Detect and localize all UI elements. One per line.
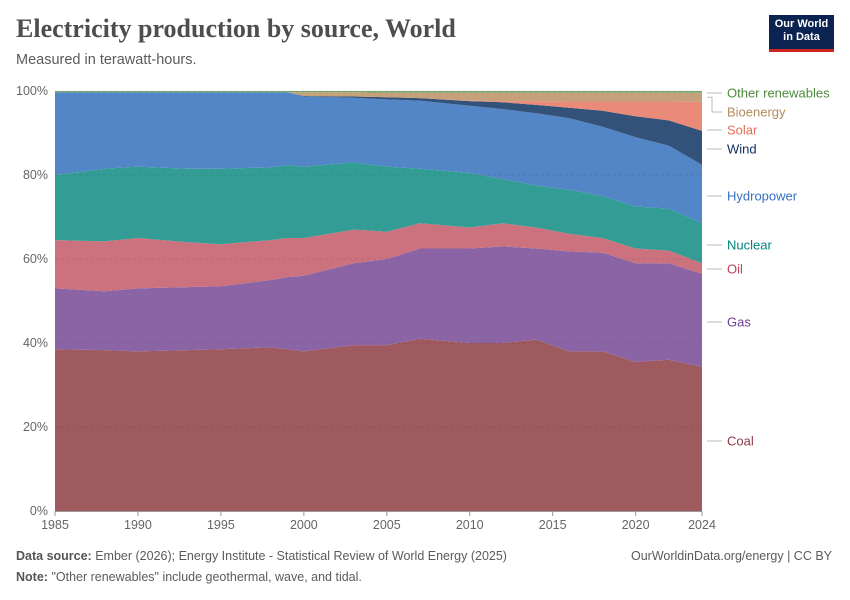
x-tick-label: 2000 bbox=[290, 518, 318, 532]
legend-label-bioenergy[interactable]: Bioenergy bbox=[727, 105, 786, 120]
area-bioenergy[interactable] bbox=[55, 92, 702, 102]
y-tick-label: 20% bbox=[23, 420, 48, 434]
legend-label-solar[interactable]: Solar bbox=[727, 123, 758, 138]
y-tick-label: 0% bbox=[30, 504, 48, 518]
x-tick-label: 2024 bbox=[688, 518, 716, 532]
chart-title: Electricity production by source, World bbox=[16, 14, 456, 43]
legend-connector bbox=[707, 96, 722, 113]
x-tick-label: 2010 bbox=[456, 518, 484, 532]
credit-link[interactable]: OurWorldinData.org/energy | CC BY bbox=[630, 549, 832, 563]
legend-label-gas[interactable]: Gas bbox=[727, 315, 751, 330]
x-tick-label: 1990 bbox=[124, 518, 152, 532]
y-tick-label: 80% bbox=[23, 168, 48, 182]
area-oil[interactable] bbox=[55, 223, 702, 292]
note-text: "Other renewables" include geothermal, w… bbox=[51, 570, 362, 584]
area-gas[interactable] bbox=[55, 246, 702, 367]
y-tick-label: 60% bbox=[23, 252, 48, 266]
owid-logo[interactable]: Our World in Data bbox=[769, 15, 834, 52]
area-other-renewables[interactable] bbox=[55, 91, 702, 93]
legend-label-wind[interactable]: Wind bbox=[727, 142, 757, 157]
x-tick-label: 2005 bbox=[373, 518, 401, 532]
y-tick-label: 100% bbox=[16, 84, 48, 98]
area-solar[interactable] bbox=[55, 92, 702, 131]
area-wind[interactable] bbox=[55, 92, 702, 165]
area-hydropower[interactable] bbox=[55, 92, 702, 224]
source-text[interactable]: Ember (2026); Energy Institute - Statist… bbox=[95, 549, 507, 563]
legend-label-other-renewables[interactable]: Other renewables bbox=[727, 86, 830, 101]
area-nuclear[interactable] bbox=[55, 162, 702, 264]
legend-label-nuclear[interactable]: Nuclear bbox=[727, 238, 772, 253]
legend-label-hydropower[interactable]: Hydropower bbox=[727, 189, 798, 204]
legend-label-coal[interactable]: Coal bbox=[727, 434, 754, 449]
x-tick-label: 1995 bbox=[207, 518, 235, 532]
note-label: Note: bbox=[16, 570, 48, 584]
y-tick-label: 40% bbox=[23, 336, 48, 350]
x-tick-label: 1985 bbox=[41, 518, 69, 532]
x-tick-label: 2020 bbox=[622, 518, 650, 532]
source-label: Data source: bbox=[16, 549, 92, 563]
data-source: Data source: Ember (2026); Energy Instit… bbox=[16, 549, 507, 563]
x-tick-label: 2015 bbox=[539, 518, 567, 532]
chart-subtitle: Measured in terawatt-hours. bbox=[16, 52, 197, 68]
note: Note: "Other renewables" include geother… bbox=[16, 570, 362, 584]
area-coal[interactable] bbox=[55, 338, 702, 511]
legend-label-oil[interactable]: Oil bbox=[727, 262, 743, 277]
